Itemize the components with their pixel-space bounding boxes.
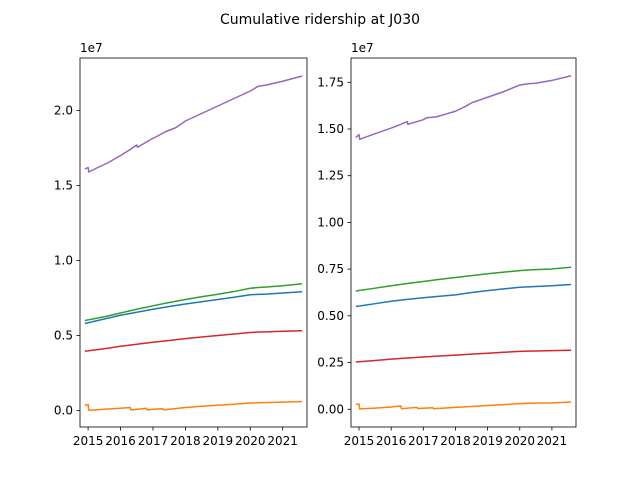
- y-tick-label: 1.50: [317, 122, 344, 136]
- x-tick-label: 2016: [105, 434, 136, 448]
- x-tick-label: 2018: [170, 434, 201, 448]
- series-line-1: [84, 400, 303, 411]
- axes-frame: [350, 57, 577, 428]
- x-tick-label: 2015: [344, 434, 375, 448]
- left-chart: 0.0 0.5 1.0 1.5 2.0 2015 2016 2017 2018 2019 2020 2…: [54, 41, 308, 448]
- x-tick-label: 2018: [440, 434, 471, 448]
- series-line-1: [355, 401, 572, 410]
- y-tick-label: 1.5: [54, 179, 73, 193]
- series-line-4: [84, 75, 303, 173]
- axes-frame: [79, 57, 308, 428]
- y-tick-label: 0.75: [317, 262, 344, 276]
- series-line-4: [355, 75, 572, 141]
- x-tick-label: 2017: [138, 434, 169, 448]
- x-tick-label: 2021: [267, 434, 298, 448]
- series-line-2: [84, 283, 303, 322]
- right-chart: 0.00 0.25 0.50 0.75 1.00 1.25 1.50 1.75 2015 2016…: [317, 41, 577, 448]
- x-tick-label: 2015: [73, 434, 104, 448]
- series-line-0: [355, 283, 572, 308]
- series-line-2: [355, 266, 572, 292]
- y-tick-label: 0.0: [54, 404, 73, 418]
- y-tick-label: 1.75: [317, 75, 344, 89]
- y-tick-label: 0.00: [317, 402, 344, 416]
- x-tick-label: 2020: [504, 434, 535, 448]
- y-tick-label: 0.25: [317, 356, 344, 370]
- series-line-0: [84, 290, 303, 325]
- x-tick-label: 2021: [537, 434, 568, 448]
- y-tick-label: 1.0: [54, 254, 73, 268]
- y-tick-label: 1.00: [317, 215, 344, 229]
- x-tick-label: 2017: [408, 434, 439, 448]
- y-tick-label: 0.50: [317, 309, 344, 323]
- figure-title: Cumulative ridership at J030: [220, 12, 420, 28]
- y-tick-label: 1.25: [317, 169, 344, 183]
- series-line-3: [84, 329, 303, 352]
- x-tick-label: 2016: [376, 434, 407, 448]
- series-line-3: [355, 349, 572, 363]
- y-offset-label: 1e7: [351, 41, 374, 55]
- y-offset-label: 1e7: [80, 41, 103, 55]
- x-tick-label: 2019: [203, 434, 234, 448]
- y-tick-label: 0.5: [54, 329, 73, 343]
- x-tick-label: 2019: [472, 434, 503, 448]
- y-tick-label: 2.0: [54, 104, 73, 118]
- x-tick-label: 2020: [235, 434, 266, 448]
